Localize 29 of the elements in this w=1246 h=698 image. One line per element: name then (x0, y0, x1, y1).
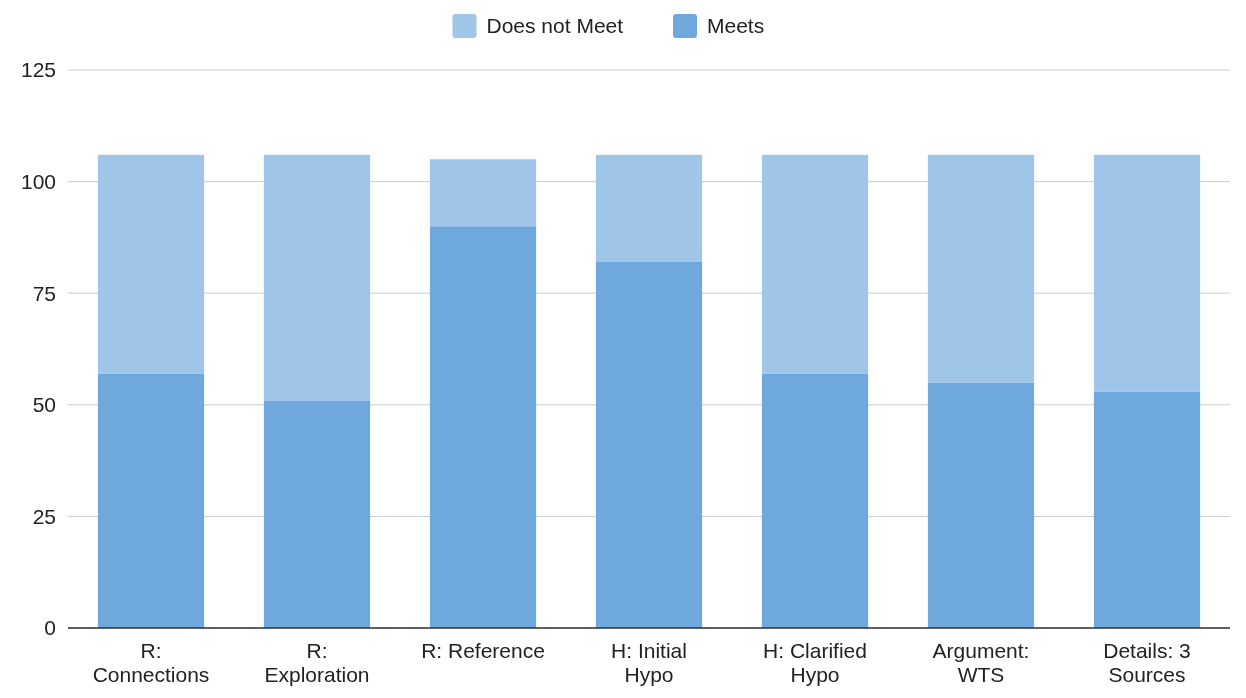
y-tick-label: 0 (44, 616, 56, 640)
bar (263, 400, 371, 628)
bar (927, 154, 1035, 383)
y-tick-label: 125 (20, 58, 56, 82)
bar (595, 261, 703, 628)
bar (595, 154, 703, 262)
bar (263, 154, 371, 401)
bar (97, 373, 205, 628)
legend-label: Does not Meet (486, 14, 624, 38)
bar (761, 154, 869, 374)
y-tick-label: 50 (32, 393, 56, 417)
x-tick-label: Argument: WTS (932, 639, 1030, 686)
x-tick-label: H: Initial Hypo (611, 639, 687, 686)
legend-label: Meets (707, 14, 765, 38)
bar (1093, 391, 1201, 628)
bar (761, 373, 869, 628)
bar (927, 382, 1035, 628)
y-tick-label: 25 (32, 504, 56, 528)
bar (429, 226, 537, 628)
bar (97, 154, 205, 374)
x-tick-label: R: Connections (92, 639, 210, 686)
x-tick-label: Details: 3 Sources (1103, 639, 1191, 686)
y-tick-label: 75 (32, 281, 56, 305)
y-tick-label: 100 (20, 169, 56, 193)
bar (1093, 154, 1201, 392)
x-tick-label: R: Reference (421, 639, 545, 662)
x-tick-label: H: Clarified Hypo (763, 639, 867, 686)
x-tick-label: R: Exploration (264, 639, 370, 686)
bar (429, 159, 537, 227)
